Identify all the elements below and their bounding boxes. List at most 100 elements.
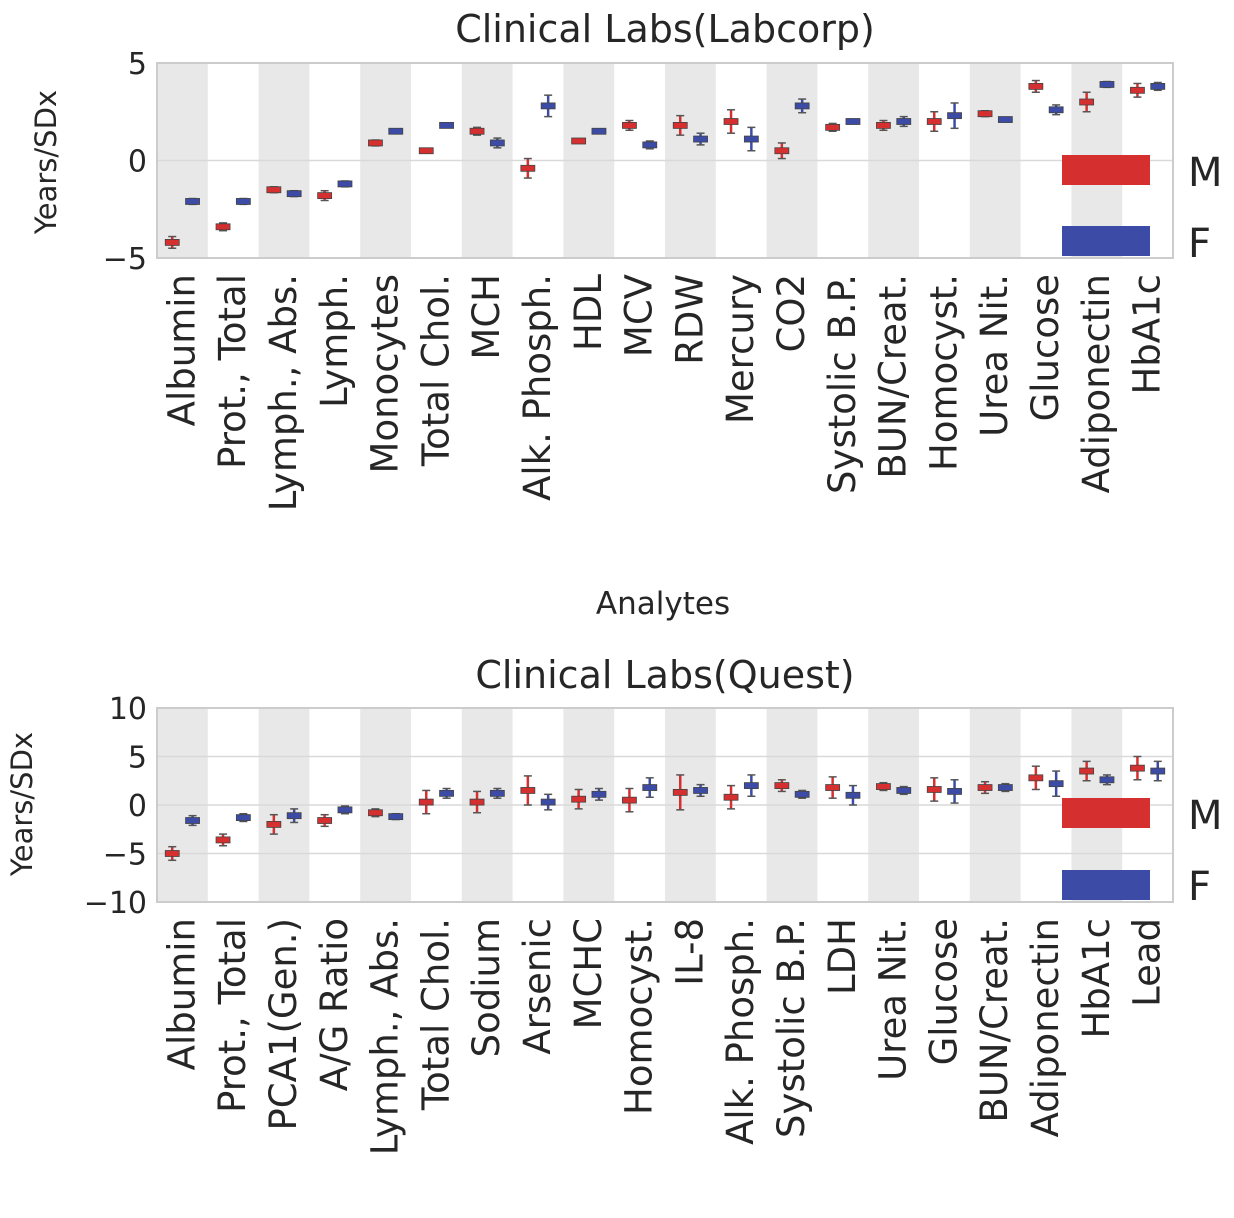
errorbar-m — [215, 833, 231, 847]
errorbar-m — [520, 775, 536, 806]
errorbar-f — [185, 197, 200, 206]
errorbar-f — [1150, 81, 1166, 92]
errorbar-m — [926, 111, 942, 132]
errorbar-f — [743, 126, 759, 152]
errorbar-m — [723, 784, 739, 810]
errorbar-m — [1028, 79, 1044, 93]
legend-label-f: F — [1188, 221, 1211, 267]
y-tick-label: 5 — [128, 741, 147, 776]
legend-label-m: M — [1188, 793, 1223, 839]
category-label: Prot., Total — [211, 274, 254, 469]
category-label: Lead — [1126, 918, 1169, 1007]
errorbar-f — [489, 137, 505, 149]
category-label: Adiponectin — [1075, 274, 1118, 493]
errorbar-f — [743, 774, 759, 798]
category-label: Albumin — [160, 274, 203, 426]
category-label: Lymph., Abs. — [262, 274, 305, 511]
errorbar-m — [876, 781, 891, 792]
errorbar-f — [388, 812, 404, 821]
quest-chart: Clinical Labs(Quest) 10 5 0 −5 −10 Albumin Pr… — [5, 653, 1223, 1155]
errorbar-f — [693, 783, 708, 798]
legend-label-m: M — [1188, 150, 1223, 196]
category-label: BUN/Creat. — [872, 274, 915, 479]
errorbar-m — [977, 110, 993, 118]
category-label: Monocytes — [364, 274, 407, 473]
category-label: HbA1c — [1075, 918, 1118, 1039]
errorbar-m — [876, 119, 891, 132]
errorbar-m — [368, 139, 383, 147]
errorbar-f — [845, 784, 861, 806]
category-label: LDH — [821, 918, 864, 995]
errorbar-f — [794, 789, 810, 799]
category-label: Lymph., Abs. — [364, 918, 407, 1155]
errorbar-f — [489, 787, 505, 799]
errorbar-m — [1079, 91, 1095, 113]
errorbar-m — [418, 789, 434, 815]
category-label: Systolic B.P. — [821, 274, 864, 494]
errorbar-f — [845, 118, 861, 125]
errorbar-f — [540, 94, 556, 118]
legend-swatch-m — [1062, 155, 1150, 185]
legend-swatch-f — [1062, 870, 1150, 900]
errorbar-m — [571, 788, 587, 810]
y-tick-label: −5 — [103, 838, 147, 873]
errorbar-f — [235, 197, 251, 206]
plot-area-labcorp — [156, 62, 1174, 259]
errorbar-f — [286, 808, 302, 824]
errorbar-m — [1130, 82, 1145, 98]
legend-swatch-f — [1062, 226, 1150, 256]
category-label: CO2 — [770, 274, 813, 353]
errorbar-m — [977, 780, 993, 795]
errorbar-m — [266, 813, 282, 835]
category-label: MCV — [618, 274, 661, 357]
errorbar-f — [591, 127, 607, 135]
errorbar-m — [1130, 755, 1145, 781]
errorbar-f — [947, 779, 962, 804]
errorbar-m — [1079, 760, 1095, 782]
errorbar-f — [642, 140, 658, 150]
chart-title-labcorp: Clinical Labs(Labcorp) — [455, 7, 875, 51]
category-label: Albumin — [160, 918, 203, 1070]
category-label: Adiponectin — [1024, 918, 1067, 1137]
errorbar-m — [672, 774, 688, 811]
y-axis-label-labcorp: Years/SDx — [29, 90, 63, 235]
category-label: Homocyst. — [922, 274, 965, 471]
errorbar-m — [825, 122, 841, 132]
errorbar-m — [723, 109, 739, 134]
errorbar-m — [164, 235, 180, 249]
category-label: Sodium — [465, 918, 508, 1057]
errorbar-f — [693, 132, 708, 146]
errorbar-f — [642, 777, 658, 798]
legend-swatch-m — [1062, 798, 1150, 828]
legend-label-f: F — [1188, 864, 1211, 910]
errorbar-f — [1099, 774, 1115, 786]
errorbar-f — [337, 180, 353, 188]
category-label: Arsenic — [516, 918, 559, 1055]
category-label: Prot., Total — [211, 918, 254, 1113]
y-tick-label: −5 — [103, 242, 147, 277]
errorbar-m — [622, 119, 637, 132]
y-axis-label-quest: Years/SDx — [5, 732, 39, 877]
errorbar-m — [215, 222, 231, 232]
errorbar-m — [926, 777, 942, 802]
errorbar-m — [317, 813, 333, 828]
y-tick-label: −10 — [84, 886, 147, 921]
errorbar-m — [825, 776, 841, 799]
chart-title-quest: Clinical Labs(Quest) — [475, 653, 854, 697]
errorbar-m — [1028, 765, 1044, 791]
y-tick-label: 10 — [109, 692, 147, 727]
errorbar-m — [774, 142, 790, 160]
category-label: RDW — [668, 274, 711, 365]
errorbar-m — [520, 157, 536, 179]
category-label: MCH — [465, 274, 508, 360]
category-label: Urea Nit. — [973, 274, 1016, 437]
errorbar-f — [896, 115, 912, 128]
errorbar-m — [469, 126, 485, 136]
category-label: Lymph. — [313, 274, 356, 408]
category-label: Alk. Phosph. — [719, 918, 762, 1145]
category-label: Mercury — [719, 274, 762, 424]
errorbar-f — [337, 805, 353, 815]
y-tick-label: 0 — [128, 789, 147, 824]
errorbar-m — [266, 186, 282, 194]
